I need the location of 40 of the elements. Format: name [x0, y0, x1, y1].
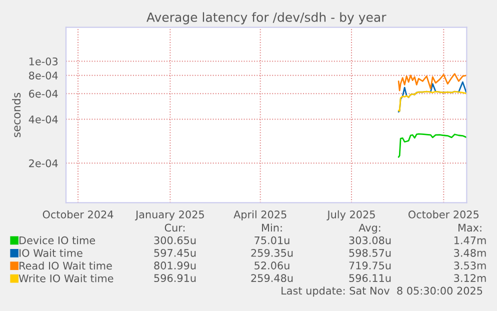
legend-label: Write IO Wait time	[18, 274, 114, 282]
text: 52.06u	[254, 262, 290, 270]
text: 596.91u	[154, 274, 196, 282]
text: 259.35u	[251, 248, 293, 257]
x-tick-label: July 2025	[326, 210, 375, 220]
x-tick-label: October 2024	[42, 210, 114, 218]
text: 719.75u	[349, 262, 391, 270]
text: 300.65u	[154, 236, 196, 244]
y-tick-label: 8e-04	[29, 72, 58, 80]
text: 3.48m	[454, 248, 486, 257]
x-tick-label: January 2025	[134, 210, 204, 220]
y-tick-label: 4e-04	[28, 115, 58, 124]
x-tick-label: October 2025	[408, 210, 479, 218]
text: 303.08u	[349, 236, 391, 244]
y-axis-title: seconds	[12, 92, 21, 138]
legend-label: Read IO Wait time	[20, 262, 112, 270]
y-tick-label: 6e-04	[29, 90, 58, 98]
line-series	[398, 73, 467, 92]
text: 597.45u	[154, 248, 196, 257]
y-tick-label: 2e-04	[29, 159, 58, 168]
text: 259.48u	[251, 274, 293, 282]
text: 598.57u	[349, 248, 391, 257]
text: Avg:	[358, 224, 380, 234]
text: 801.99u	[154, 262, 196, 270]
legend-label: Device IO time	[20, 236, 96, 244]
text: 1.47m	[454, 236, 486, 244]
x-tick-label: April 2025	[234, 210, 286, 220]
text: Cur:	[164, 224, 185, 232]
text: 596.11u	[349, 274, 391, 282]
text: 3.53m	[454, 262, 486, 270]
text: Min:	[262, 224, 282, 232]
text: 3.12m	[454, 274, 486, 282]
text: 75.01u	[254, 236, 290, 244]
line-series	[398, 133, 467, 158]
line-series	[398, 90, 467, 112]
text: Last update: Sat Nov 8 05:30:00 2025	[282, 286, 482, 297]
y-tick-label: 1e-03	[29, 57, 58, 66]
text: Max:	[458, 224, 482, 232]
chart-title: Average latency for /dev/sdh - by year	[146, 12, 386, 24]
legend-label: IO Wait time	[20, 248, 82, 257]
